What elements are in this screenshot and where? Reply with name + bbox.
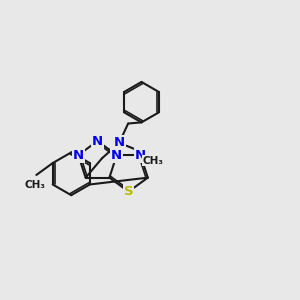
Text: N: N: [114, 136, 125, 149]
Text: CH₃: CH₃: [24, 180, 45, 190]
Text: N: N: [135, 148, 146, 161]
Text: N: N: [92, 135, 103, 148]
Text: N: N: [73, 148, 84, 161]
Text: S: S: [124, 185, 134, 198]
Text: CH₃: CH₃: [142, 156, 164, 166]
Text: N: N: [111, 148, 122, 161]
